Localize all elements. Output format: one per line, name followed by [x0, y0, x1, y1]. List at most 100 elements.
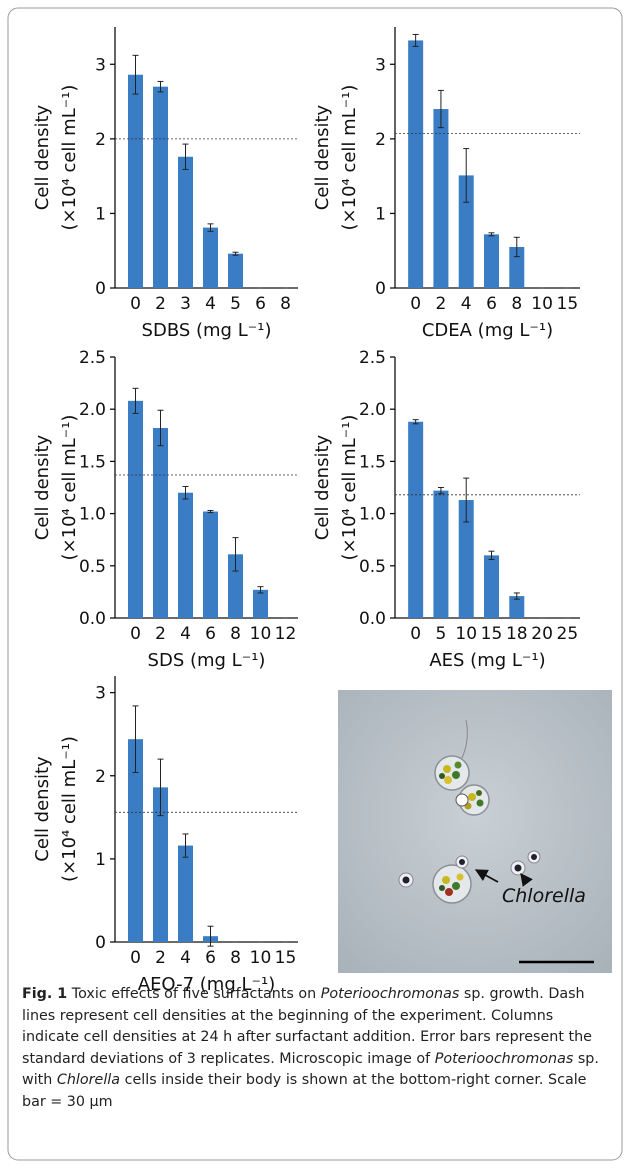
x-tick-label: 2	[436, 294, 447, 314]
y-tick-label: 2	[95, 130, 106, 150]
bar	[228, 554, 243, 618]
x-tick-label: 4	[205, 294, 216, 314]
bar	[228, 253, 243, 288]
bar	[153, 787, 168, 942]
y-tick-label: 1.0	[79, 505, 106, 525]
x-tick-label: 8	[230, 948, 241, 968]
x-axis-label: CDEA (mg L⁻¹)	[422, 320, 553, 341]
x-tick-label: 5	[436, 624, 447, 644]
x-tick-label: 15	[557, 294, 579, 314]
x-tick-label: 4	[180, 624, 191, 644]
x-tick-label: 0	[130, 624, 141, 644]
caption-text: Toxic effects of five surfactants on	[67, 986, 321, 1002]
caption-text: Poterioochromonas	[434, 1050, 574, 1067]
y-axis-label: Cell density	[32, 756, 53, 862]
bar	[153, 86, 168, 289]
x-tick-label: 2	[155, 294, 166, 314]
x-tick-label: 8	[511, 294, 522, 314]
bar	[433, 109, 449, 289]
x-tick-label: 15	[481, 624, 503, 644]
y-tick-label: 3	[95, 684, 106, 704]
caption-text: cells inside their body is shown at the …	[22, 1072, 587, 1110]
bar	[408, 40, 424, 289]
y-axis-label: (×10⁴ cell mL⁻¹)	[59, 415, 80, 561]
y-tick-label: 0.5	[79, 557, 106, 577]
bar	[458, 175, 474, 288]
x-tick-label: 25	[557, 624, 579, 644]
x-tick-label: 6	[255, 294, 266, 314]
y-tick-label: 2.5	[79, 348, 106, 368]
y-axis-label: (×10⁴ cell mL⁻¹)	[59, 736, 80, 882]
x-tick-label: 0	[410, 624, 421, 644]
bar	[433, 490, 449, 618]
y-axis-label: Cell density	[312, 104, 333, 210]
y-tick-label: 1	[95, 204, 106, 224]
y-tick-label: 0	[95, 933, 106, 953]
x-tick-label: 2	[155, 948, 166, 968]
y-tick-label: 1	[375, 204, 386, 224]
caption-text: Chlorella	[56, 1072, 121, 1088]
x-tick-label: 20	[531, 624, 553, 644]
caption: Fig. 1 Toxic effects of five surfactants…	[22, 984, 612, 1113]
y-tick-label: 2	[95, 767, 106, 787]
caption-text: sp. growth. Dash lines represent cell de…	[22, 986, 592, 1067]
y-axis-label: (×10⁴ cell mL⁻¹)	[339, 85, 360, 231]
x-tick-label: 2	[155, 624, 166, 644]
bar	[509, 596, 525, 618]
caption-label: Fig. 1	[22, 986, 68, 1002]
y-axis-label: Cell density	[32, 104, 53, 210]
y-axis-label: (×10⁴ cell mL⁻¹)	[339, 415, 360, 561]
x-tick-label: 5	[230, 294, 241, 314]
y-tick-label: 1.0	[359, 505, 386, 525]
bar	[484, 234, 499, 288]
x-tick-label: 10	[531, 294, 553, 314]
bar	[484, 555, 499, 618]
bar	[509, 246, 525, 288]
y-tick-label: 1	[95, 850, 106, 870]
bar	[458, 500, 474, 618]
bar	[408, 421, 424, 618]
y-tick-label: 3	[375, 55, 386, 75]
x-tick-label: 8	[280, 294, 291, 314]
bar	[128, 400, 143, 618]
y-tick-label: 2.0	[359, 400, 386, 420]
y-tick-label: 0.0	[359, 609, 386, 629]
x-tick-label: 3	[180, 294, 191, 314]
x-tick-label: 15	[275, 948, 297, 968]
bar	[128, 74, 143, 289]
x-tick-label: 10	[455, 624, 477, 644]
bar	[178, 156, 193, 288]
x-tick-label: 10	[250, 624, 272, 644]
y-tick-label: 3	[95, 55, 106, 75]
bar	[178, 845, 193, 942]
panel: 0.0 0.5 1.0 1.5 2.0 2.5 0 5 10 15 18 20 25 AES (mg L⁻…	[312, 348, 580, 671]
bar	[203, 511, 218, 618]
y-tick-label: 0.5	[359, 557, 386, 577]
x-axis-label: AES (mg L⁻¹)	[429, 650, 545, 671]
bar	[253, 589, 268, 618]
x-tick-label: 8	[230, 624, 241, 644]
bar	[153, 427, 168, 618]
x-tick-label: 4	[180, 948, 191, 968]
x-tick-label: 10	[250, 948, 272, 968]
y-axis-label: (×10⁴ cell mL⁻¹)	[59, 85, 80, 231]
bar	[128, 739, 143, 942]
x-tick-label: 6	[205, 624, 216, 644]
x-axis-label: AEO-7 (mg L⁻¹)	[138, 974, 276, 995]
y-tick-label: 1.5	[79, 452, 106, 472]
x-tick-label: 12	[275, 624, 297, 644]
caption-text: sp. with	[22, 1050, 599, 1089]
image-label: Chlorella	[502, 885, 586, 907]
x-tick-label: 0	[130, 948, 141, 968]
x-tick-label: 18	[506, 624, 528, 644]
y-tick-label: 0	[95, 279, 106, 299]
x-axis-label: SDS (mg L⁻¹)	[148, 650, 266, 671]
caption-text: Poterioochromonas	[320, 986, 460, 1002]
x-tick-label: 4	[461, 294, 472, 314]
x-tick-label: 0	[130, 294, 141, 314]
y-tick-label: 0.0	[79, 609, 106, 629]
